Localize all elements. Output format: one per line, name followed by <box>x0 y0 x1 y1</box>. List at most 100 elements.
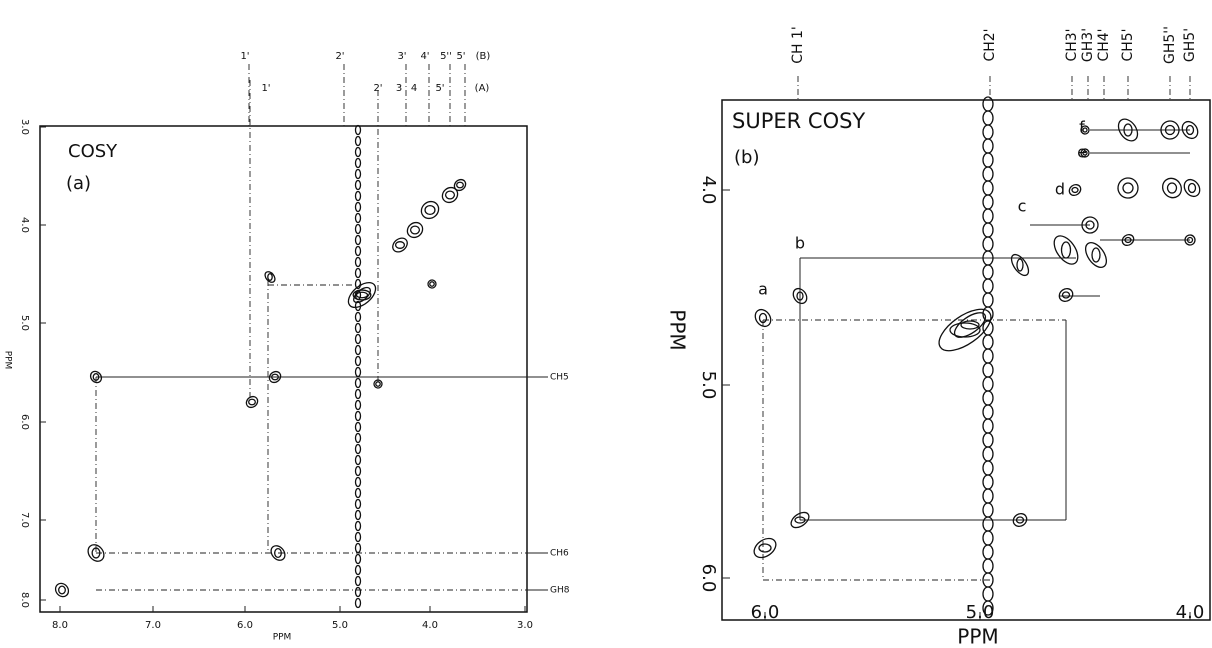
contour <box>356 599 361 608</box>
contour <box>1159 175 1185 202</box>
contour <box>356 126 361 135</box>
contour <box>356 324 361 333</box>
contour <box>983 111 993 125</box>
x-tick-label: 4.0 <box>1176 602 1205 623</box>
contour <box>1008 252 1032 279</box>
contour <box>356 566 361 575</box>
contour <box>1181 177 1203 200</box>
contour <box>983 363 993 377</box>
y-axis-label-a: PPM <box>3 351 13 370</box>
contour <box>983 531 993 545</box>
contour <box>1092 248 1100 262</box>
x-axis-label-b: PPM <box>957 625 998 648</box>
contour <box>356 313 361 322</box>
contour <box>983 335 993 349</box>
contour <box>983 447 993 461</box>
contour <box>356 467 361 476</box>
peak-label: 1' <box>261 83 270 94</box>
contour <box>983 433 993 447</box>
y-tick-label: 5.0 <box>19 315 30 331</box>
y-tick-label: 6.0 <box>698 564 719 593</box>
contour <box>759 544 771 552</box>
contour <box>356 489 361 498</box>
contour <box>356 423 361 432</box>
contour <box>983 237 993 251</box>
contour <box>356 170 361 179</box>
contour <box>356 412 361 421</box>
frame-a <box>40 126 527 612</box>
x-tick-label: 7.0 <box>145 620 161 631</box>
peak-label: 5'' <box>440 51 452 62</box>
contour <box>752 307 774 330</box>
contour <box>356 555 361 564</box>
contour <box>53 581 71 599</box>
contour <box>376 382 380 386</box>
peak-letter: b <box>795 234 805 253</box>
contour <box>411 226 420 234</box>
contour <box>356 445 361 454</box>
peak-label: (A) <box>475 83 490 94</box>
contour <box>983 195 993 209</box>
column-label: CH 1' <box>790 26 806 64</box>
contour <box>356 247 361 256</box>
column-label: GH5' <box>1182 28 1198 62</box>
contour <box>418 198 442 222</box>
contour <box>932 301 997 358</box>
contour <box>983 279 993 293</box>
x-tick-label: 5.0 <box>966 602 995 623</box>
contour <box>356 335 361 344</box>
column-label: GH3' <box>1080 28 1096 62</box>
contour <box>983 503 993 517</box>
contour <box>356 346 361 355</box>
contour <box>1083 128 1087 132</box>
row-label: CH6 <box>550 549 569 559</box>
contour <box>983 405 993 419</box>
contour <box>268 274 272 281</box>
y-tick-label: 4.0 <box>19 217 30 233</box>
y-tick-label: 4.0 <box>698 176 719 205</box>
contour <box>356 544 361 553</box>
contour <box>356 258 361 267</box>
y-tick-label: 7.0 <box>19 512 30 528</box>
contour <box>356 269 361 278</box>
x-tick-label: 5.0 <box>332 620 348 631</box>
y-tick-label: 6.0 <box>19 414 30 430</box>
column-label: CH3' <box>1064 28 1080 61</box>
peak-label: 4 <box>411 83 417 94</box>
figure: COSY (a) PPM PPM SUPER COSY (b) PPM PPM … <box>0 0 1212 648</box>
contour <box>356 577 361 586</box>
contour <box>356 390 361 399</box>
contour <box>446 191 455 199</box>
label-a: (a) <box>66 173 91 194</box>
peak-label: 5' <box>456 51 465 62</box>
peak-letter: a <box>758 280 768 299</box>
peak-letter: d <box>1055 180 1065 199</box>
contour <box>356 159 361 168</box>
contour <box>356 456 361 465</box>
contour <box>1063 292 1070 298</box>
contour <box>983 489 993 503</box>
contour <box>983 181 993 195</box>
contour <box>426 278 437 289</box>
contour <box>1062 242 1071 258</box>
contour <box>372 378 383 389</box>
contour <box>356 137 361 146</box>
contour <box>356 478 361 487</box>
frame-b <box>722 100 1210 620</box>
peak-letter: e <box>1077 143 1087 162</box>
contour <box>357 292 368 298</box>
x-tick-label: 8.0 <box>52 620 68 631</box>
contour <box>356 357 361 366</box>
contour <box>983 461 993 475</box>
contour <box>356 379 361 388</box>
title-a: COSY <box>68 141 118 162</box>
column-label: CH2' <box>982 28 998 61</box>
column-label: CH4' <box>1096 28 1112 61</box>
contour <box>1123 183 1133 193</box>
contour <box>425 206 435 215</box>
y-tick-label: 5.0 <box>698 371 719 400</box>
contour <box>356 401 361 410</box>
peak-label: 3 <box>396 83 402 94</box>
contour <box>249 399 256 405</box>
peak-label: 5' <box>435 83 444 94</box>
